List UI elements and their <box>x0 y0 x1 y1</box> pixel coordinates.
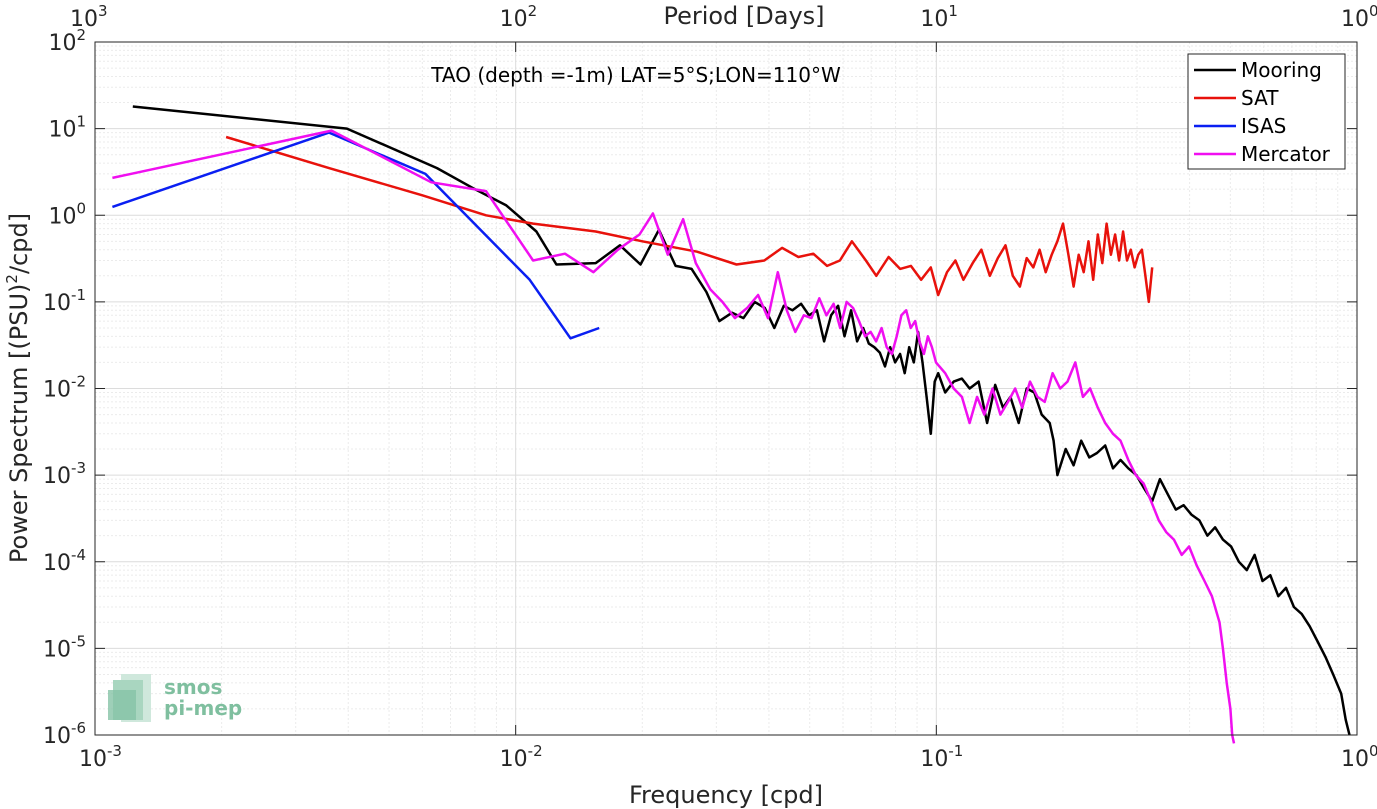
y-tick-labels: 102 101 100 10-1 10-2 10-3 10-4 10-5 10-… <box>43 26 86 749</box>
y-tick-label: 10-6 <box>43 719 86 749</box>
x2-tick-labels: 103 102 101 100 <box>70 2 1377 32</box>
x-tick-label: 10-3 <box>79 742 122 772</box>
logo-line1: smos <box>164 675 222 699</box>
legend-label-sat: SAT <box>1241 86 1279 110</box>
legend-box <box>1187 53 1346 170</box>
grid-minor <box>95 42 1357 735</box>
y-tick-label: 10-3 <box>43 459 86 489</box>
x2-axis-label: Period [Days] <box>663 2 824 30</box>
legend: Mooring SAT ISAS Mercator <box>1187 53 1346 170</box>
x-tick-label: 100 <box>1341 742 1377 772</box>
x2-tick-label: 100 <box>1341 2 1377 32</box>
y-tick-label: 102 <box>48 26 86 56</box>
legend-label-mooring: Mooring <box>1241 58 1322 82</box>
x-tick-labels: 10-3 10-2 10-1 100 <box>79 742 1377 772</box>
y-tick-label: 100 <box>48 199 86 229</box>
logo-shape-front <box>108 690 136 720</box>
series-line-mercator <box>112 129 1236 744</box>
y-tick-label: 10-2 <box>43 373 86 403</box>
x-axis-label: Frequency [cpd] <box>629 781 823 809</box>
y-tick-label: 10-5 <box>43 632 86 662</box>
y-tick-label: 10-1 <box>43 286 86 316</box>
series-line-isas <box>111 131 600 340</box>
logo-line2: pi-mep <box>164 696 242 720</box>
x2-tick-label: 101 <box>920 2 958 32</box>
series-group <box>111 105 1351 744</box>
y-tick-label: 10-4 <box>43 546 86 576</box>
x2-tick-label: 102 <box>500 2 538 32</box>
legend-label-mercator: Mercator <box>1241 142 1331 166</box>
series-line-sat <box>225 135 1154 304</box>
y-tick-label: 101 <box>48 113 86 143</box>
smos-pimep-logo: smos pi-mep <box>108 674 242 722</box>
x-tick-label: 10-1 <box>920 742 963 772</box>
x2-tick-label: 103 <box>70 2 108 32</box>
chart-title: TAO (depth =-1m) LAT=5°S;LON=110°W <box>430 63 841 87</box>
series-line-mooring <box>132 105 1351 736</box>
y-axis-label: Power Spectrum [(PSU)2/cpd] <box>3 213 33 563</box>
ticks-group <box>94 41 1358 736</box>
legend-label-isas: ISAS <box>1241 114 1286 138</box>
x-tick-label: 10-2 <box>500 742 543 772</box>
